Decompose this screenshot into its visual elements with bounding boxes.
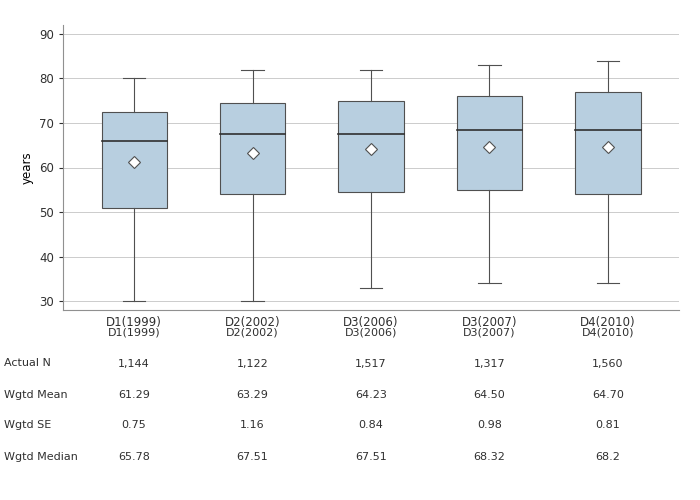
Text: 63.29: 63.29 xyxy=(237,390,269,400)
Text: 68.32: 68.32 xyxy=(473,452,505,462)
Y-axis label: years: years xyxy=(20,151,34,184)
Text: Wgtd Median: Wgtd Median xyxy=(4,452,78,462)
Text: 67.51: 67.51 xyxy=(237,452,268,462)
Text: 67.51: 67.51 xyxy=(355,452,387,462)
Text: D1(1999): D1(1999) xyxy=(108,328,160,338)
Text: 0.75: 0.75 xyxy=(122,420,146,430)
Text: D3(2006): D3(2006) xyxy=(345,328,397,338)
Text: 1,517: 1,517 xyxy=(355,358,387,368)
Text: Actual N: Actual N xyxy=(4,358,50,368)
Text: 64.70: 64.70 xyxy=(592,390,624,400)
Bar xyxy=(220,103,285,194)
Bar xyxy=(457,96,522,190)
Text: 61.29: 61.29 xyxy=(118,390,150,400)
Bar xyxy=(575,92,640,194)
Text: D4(2010): D4(2010) xyxy=(582,328,634,338)
Text: 1.16: 1.16 xyxy=(240,420,265,430)
Text: 1,122: 1,122 xyxy=(237,358,268,368)
Text: 68.2: 68.2 xyxy=(596,452,620,462)
Text: 65.78: 65.78 xyxy=(118,452,150,462)
Text: 1,560: 1,560 xyxy=(592,358,624,368)
Bar xyxy=(102,112,167,208)
Text: 0.84: 0.84 xyxy=(358,420,384,430)
Text: 1,317: 1,317 xyxy=(474,358,505,368)
Bar xyxy=(338,100,404,192)
Text: 64.50: 64.50 xyxy=(474,390,505,400)
Text: Wgtd Mean: Wgtd Mean xyxy=(4,390,67,400)
Text: D3(2007): D3(2007) xyxy=(463,328,516,338)
Text: 0.81: 0.81 xyxy=(596,420,620,430)
Text: 1,144: 1,144 xyxy=(118,358,150,368)
Text: Wgtd SE: Wgtd SE xyxy=(4,420,50,430)
Text: 64.23: 64.23 xyxy=(355,390,387,400)
Text: D2(2002): D2(2002) xyxy=(226,328,279,338)
Text: 0.98: 0.98 xyxy=(477,420,502,430)
